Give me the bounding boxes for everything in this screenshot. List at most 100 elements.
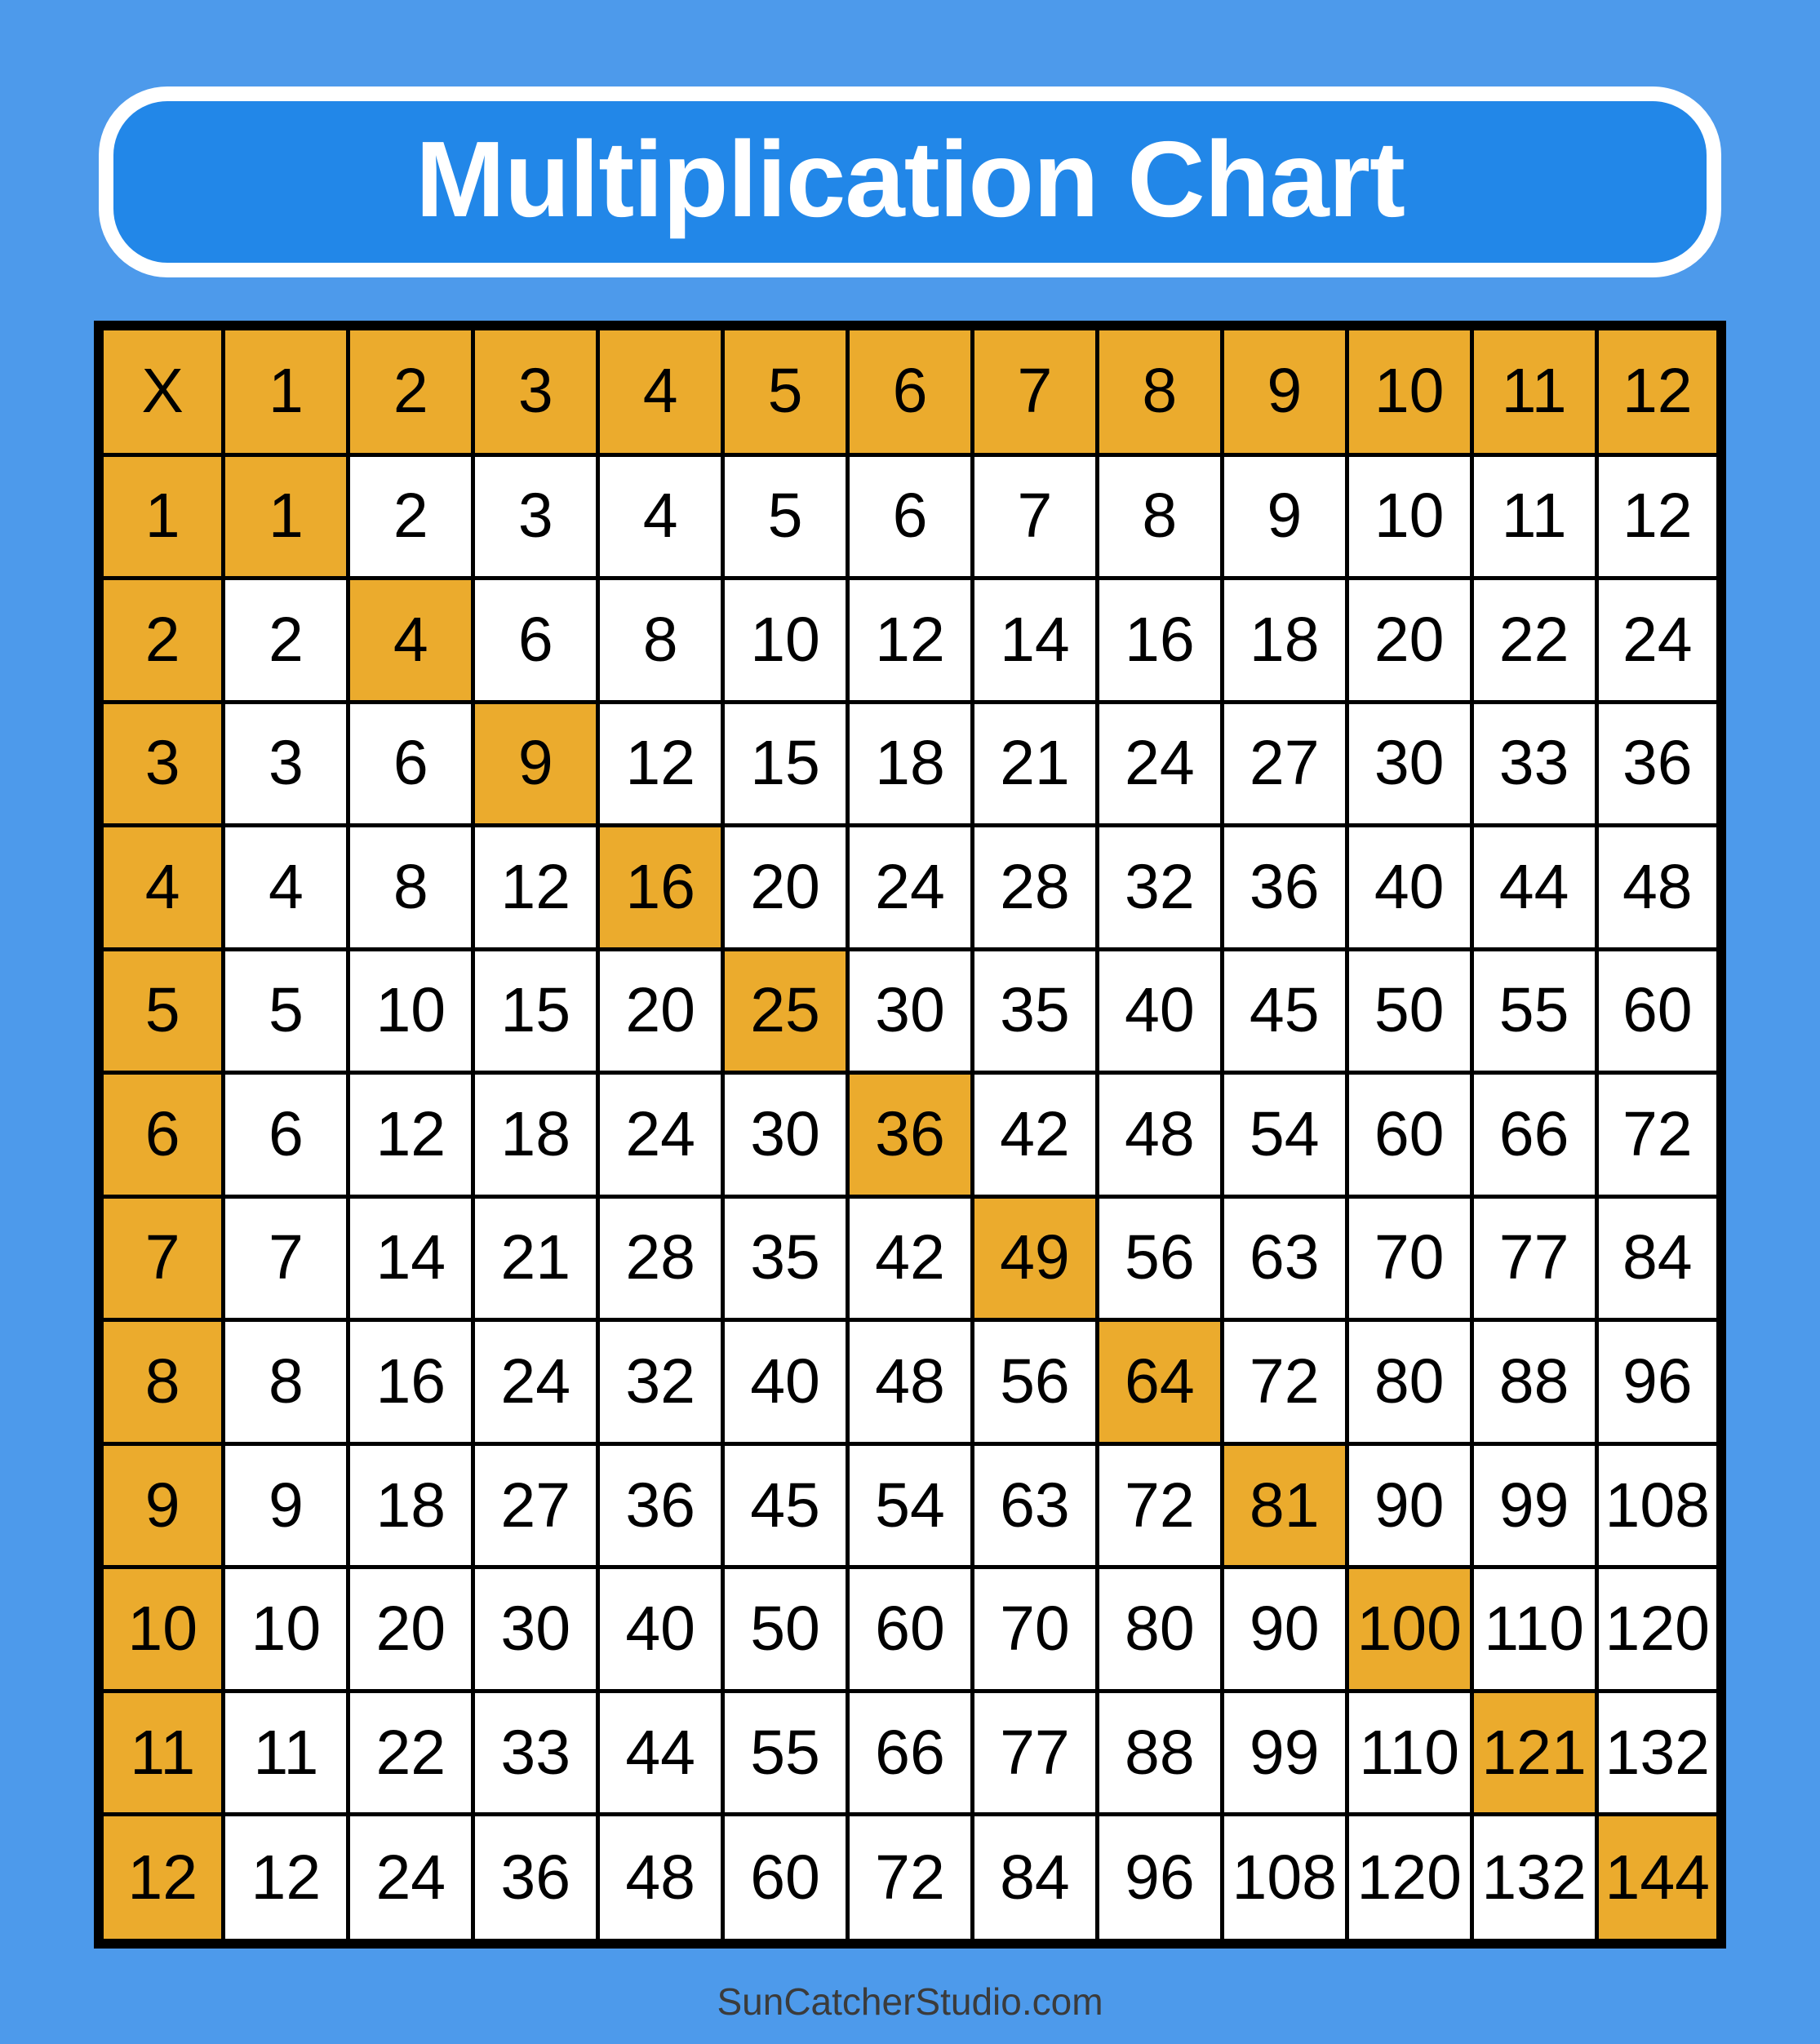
product-cell: 28 <box>970 823 1099 951</box>
product-cell: 88 <box>1469 1318 1599 1446</box>
product-cell: 24 <box>1594 576 1724 704</box>
product-cell: 12 <box>1594 452 1724 581</box>
column-header-cell: 7 <box>970 323 1099 457</box>
product-cell: 18 <box>346 1441 476 1570</box>
row-header-cell: 9 <box>96 1441 226 1570</box>
product-cell: 9 <box>221 1441 351 1570</box>
product-cell: 32 <box>596 1318 726 1446</box>
product-cell: 55 <box>1469 947 1599 1075</box>
table-row: 11 11 22 33 44 55 66 77 88 99 110 121 132 <box>96 1688 1724 1817</box>
product-cell: 30 <box>471 1565 601 1693</box>
product-cell: 24 <box>346 1812 476 1946</box>
product-cell: 96 <box>1094 1812 1224 1946</box>
product-cell: 84 <box>1594 1194 1724 1323</box>
product-cell: 7 <box>221 1194 351 1323</box>
product-cell: 12 <box>346 1071 476 1199</box>
product-cell: 28 <box>596 1194 726 1323</box>
product-cell: 60 <box>846 1565 974 1693</box>
product-cell: 3 <box>471 452 601 581</box>
column-header-cell: 5 <box>721 323 850 457</box>
product-cell: 45 <box>721 1441 850 1570</box>
product-cell: 20 <box>1344 576 1474 704</box>
table-row: 1 1 2 3 4 5 6 7 8 9 10 11 12 <box>96 452 1724 581</box>
product-cell-diagonal: 64 <box>1094 1318 1224 1446</box>
product-cell: 35 <box>721 1194 850 1323</box>
product-cell: 72 <box>1094 1441 1224 1570</box>
product-cell: 99 <box>1469 1441 1599 1570</box>
table-row: 3 3 6 9 12 15 18 21 24 27 30 33 36 <box>96 699 1724 828</box>
product-cell: 77 <box>1469 1194 1599 1323</box>
column-header-cell: 1 <box>221 323 351 457</box>
product-cell: 10 <box>1344 452 1474 581</box>
product-cell: 63 <box>1219 1194 1349 1323</box>
title-banner: Multiplication Chart <box>99 86 1721 277</box>
product-cell: 80 <box>1344 1318 1474 1446</box>
product-cell: 15 <box>721 699 850 828</box>
row-header-cell: 1 <box>96 452 226 581</box>
product-cell: 30 <box>846 947 974 1075</box>
product-cell: 12 <box>221 1812 351 1946</box>
product-cell: 6 <box>846 452 974 581</box>
product-cell: 33 <box>1469 699 1599 828</box>
row-header-cell: 7 <box>96 1194 226 1323</box>
product-cell: 14 <box>970 576 1099 704</box>
product-cell-diagonal: 144 <box>1594 1812 1724 1946</box>
table-row: 6 6 12 18 24 30 36 42 48 54 60 66 72 <box>96 1071 1724 1199</box>
product-cell: 108 <box>1594 1441 1724 1570</box>
product-cell: 15 <box>471 947 601 1075</box>
row-header-cell: 3 <box>96 699 226 828</box>
product-cell: 10 <box>721 576 850 704</box>
product-cell: 4 <box>221 823 351 951</box>
product-cell: 80 <box>1094 1565 1224 1693</box>
product-cell: 24 <box>1094 699 1224 828</box>
product-cell: 35 <box>970 947 1099 1075</box>
table-row: 7 7 14 21 28 35 42 49 56 63 70 77 84 <box>96 1194 1724 1323</box>
product-cell-diagonal: 121 <box>1469 1688 1599 1817</box>
table-row: 2 2 4 6 8 10 12 14 16 18 20 22 24 <box>96 576 1724 704</box>
row-header-cell: 5 <box>96 947 226 1075</box>
product-cell: 8 <box>221 1318 351 1446</box>
product-cell: 8 <box>596 576 726 704</box>
product-cell: 44 <box>596 1688 726 1817</box>
product-cell: 60 <box>721 1812 850 1946</box>
table-row: 10 10 20 30 40 50 60 70 80 90 100 110 120 <box>96 1565 1724 1693</box>
product-cell: 84 <box>970 1812 1099 1946</box>
product-cell: 56 <box>970 1318 1099 1446</box>
product-cell: 22 <box>346 1688 476 1817</box>
product-cell: 18 <box>471 1071 601 1199</box>
product-cell: 56 <box>1094 1194 1224 1323</box>
product-cell: 108 <box>1219 1812 1349 1946</box>
row-header-cell: 2 <box>96 576 226 704</box>
product-cell: 54 <box>1219 1071 1349 1199</box>
product-cell: 11 <box>1469 452 1599 581</box>
row-header-cell: 6 <box>96 1071 226 1199</box>
column-header-cell: 2 <box>346 323 476 457</box>
product-cell: 10 <box>346 947 476 1075</box>
product-cell-diagonal: 100 <box>1344 1565 1474 1693</box>
product-cell: 54 <box>846 1441 974 1570</box>
product-cell: 132 <box>1594 1688 1724 1817</box>
product-cell: 6 <box>221 1071 351 1199</box>
product-cell: 32 <box>1094 823 1224 951</box>
product-cell: 120 <box>1344 1812 1474 1946</box>
product-cell: 40 <box>1344 823 1474 951</box>
product-cell: 48 <box>596 1812 726 1946</box>
product-cell: 110 <box>1344 1688 1474 1817</box>
product-cell: 16 <box>346 1318 476 1446</box>
product-cell: 40 <box>721 1318 850 1446</box>
column-header-cell: 10 <box>1344 323 1474 457</box>
product-cell: 18 <box>1219 576 1349 704</box>
product-cell: 8 <box>1094 452 1224 581</box>
product-cell: 7 <box>970 452 1099 581</box>
product-cell: 6 <box>346 699 476 828</box>
product-cell: 45 <box>1219 947 1349 1075</box>
product-cell: 55 <box>721 1688 850 1817</box>
product-cell-diagonal: 4 <box>346 576 476 704</box>
product-cell: 20 <box>346 1565 476 1693</box>
product-cell: 72 <box>846 1812 974 1946</box>
product-cell-diagonal: 49 <box>970 1194 1099 1323</box>
product-cell-diagonal: 36 <box>846 1071 974 1199</box>
product-cell: 30 <box>721 1071 850 1199</box>
column-header-cell: 9 <box>1219 323 1349 457</box>
product-cell: 77 <box>970 1688 1099 1817</box>
